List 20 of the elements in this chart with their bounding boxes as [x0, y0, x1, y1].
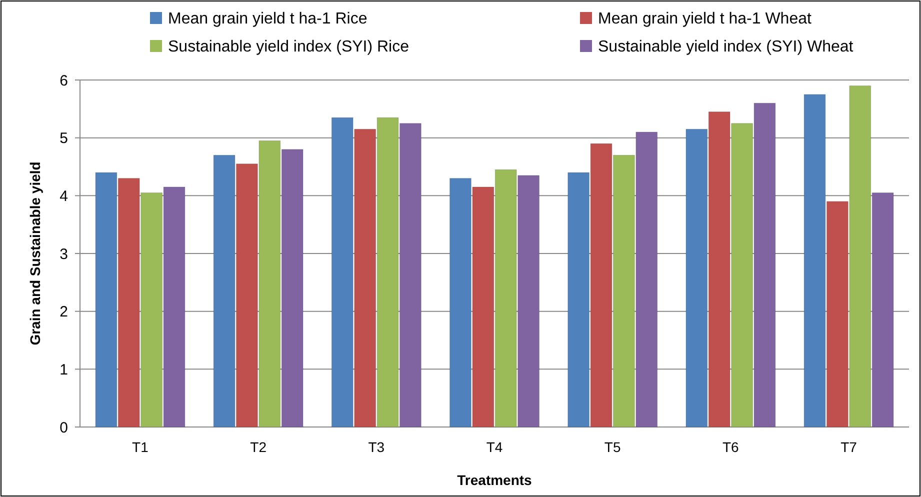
- x-tick-label: T1: [132, 439, 149, 455]
- legend-label: Mean grain yield t ha-1 Wheat: [598, 10, 812, 28]
- x-tick-label: T6: [722, 439, 740, 455]
- y-tick-label: 2: [60, 304, 68, 321]
- x-axis-title: Treatments: [457, 472, 532, 488]
- legend-label: Sustainable yield index (SYI) Wheat: [598, 38, 854, 56]
- y-tick-label: 3: [60, 246, 68, 263]
- y-tick-label: 5: [60, 130, 68, 148]
- legend-label: Mean grain yield t ha-1 Rice: [168, 10, 368, 28]
- x-tick-label: T7: [840, 439, 858, 455]
- x-tick-label: T4: [486, 439, 503, 455]
- x-tick-label: T3: [368, 439, 385, 455]
- y-axis-title: Grain and Sustainable yield: [27, 162, 43, 346]
- y-tick-label: 1: [60, 361, 68, 378]
- y-tick-label: 6: [60, 72, 68, 90]
- legend-label: Sustainable yield index (SYI) Rice: [168, 38, 410, 56]
- y-tick-label: 4: [60, 188, 68, 205]
- x-tick-label: T5: [604, 439, 621, 455]
- x-tick-label: T2: [250, 439, 267, 455]
- y-tick-label: 0: [60, 419, 68, 436]
